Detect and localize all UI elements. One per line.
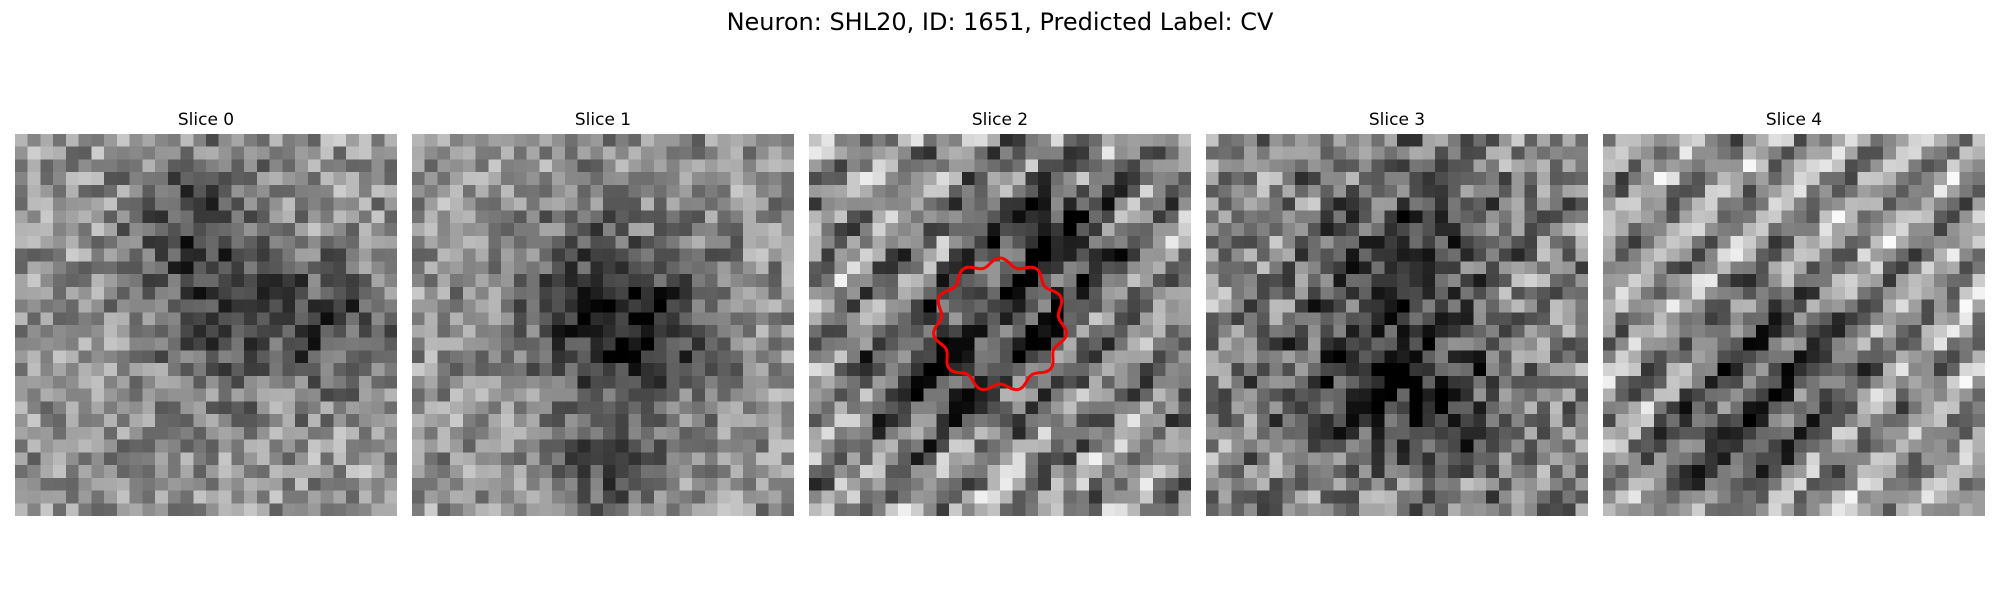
- slice-title: Slice 3: [1368, 110, 1426, 130]
- slice-title: Slice 1: [574, 110, 632, 130]
- slice-image: [809, 134, 1191, 516]
- slice-panel-0: Slice 0: [15, 108, 397, 516]
- slice-title: Slice 4: [1765, 110, 1823, 130]
- slice-panel-3: Slice 3: [1206, 108, 1588, 516]
- figure-title: Neuron: SHL20, ID: 1651, Predicted Label…: [726, 8, 1274, 36]
- slice-panel-2: Slice 2: [809, 108, 1191, 516]
- slice-image: [1206, 134, 1588, 516]
- slice-image: [1603, 134, 1985, 516]
- slice-image: [15, 134, 397, 516]
- slice-panel-4: Slice 4: [1603, 108, 1985, 516]
- slice-panel-1: Slice 1: [412, 108, 794, 516]
- slice-image: [412, 134, 794, 516]
- slice-title: Slice 2: [971, 110, 1029, 130]
- slice-title: Slice 0: [177, 110, 235, 130]
